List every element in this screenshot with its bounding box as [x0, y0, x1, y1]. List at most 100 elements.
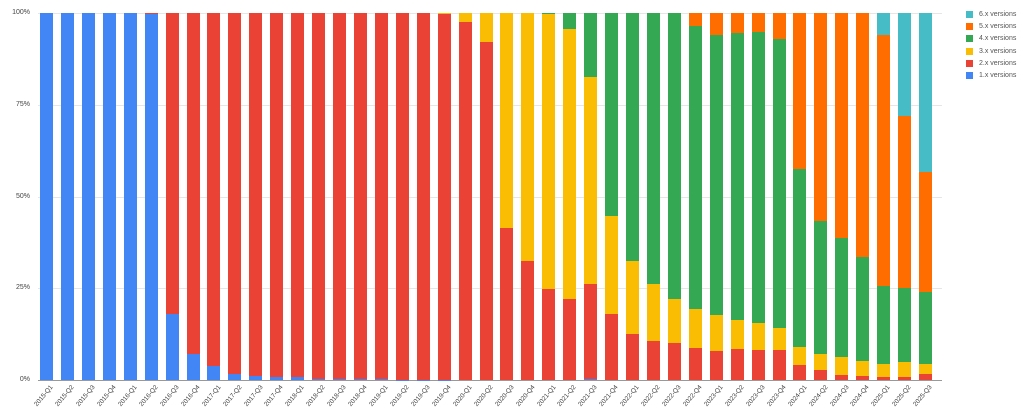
bar-segment[interactable]	[165, 13, 179, 315]
bar-segment[interactable]	[479, 42, 493, 380]
bar-2023-Q4[interactable]	[772, 13, 786, 380]
bar-2017-Q3[interactable]	[249, 13, 263, 380]
bar-segment[interactable]	[814, 354, 828, 371]
bar-2016-Q4[interactable]	[186, 13, 200, 380]
bar-2015-Q1[interactable]	[40, 13, 53, 380]
bar-segment[interactable]	[458, 13, 472, 22]
bar-segment[interactable]	[646, 13, 660, 285]
bar-segment[interactable]	[667, 13, 681, 300]
bar-segment[interactable]	[772, 328, 786, 350]
bar-segment[interactable]	[521, 13, 535, 261]
bar-segment[interactable]	[228, 13, 242, 375]
bar-2015-Q3[interactable]	[81, 13, 95, 380]
bar-segment[interactable]	[835, 238, 849, 358]
legend-item-5x[interactable]: 5.x versions	[966, 20, 1016, 32]
bar-2017-Q1[interactable]	[207, 13, 221, 380]
bar-segment[interactable]	[919, 291, 933, 365]
bar-2025-Q1[interactable]	[877, 13, 891, 380]
bar-segment[interactable]	[186, 353, 200, 380]
bar-segment[interactable]	[416, 13, 430, 380]
bar-segment[interactable]	[312, 378, 326, 380]
bar-segment[interactable]	[626, 260, 640, 335]
bar-segment[interactable]	[500, 227, 514, 380]
bar-segment[interactable]	[709, 34, 723, 316]
bar-segment[interactable]	[584, 13, 598, 78]
bar-segment[interactable]	[186, 13, 200, 354]
bar-2024-Q3[interactable]	[835, 13, 849, 380]
bar-segment[interactable]	[751, 13, 765, 33]
legend-item-1x[interactable]: 1.x versions	[966, 69, 1016, 81]
bar-segment[interactable]	[835, 357, 849, 376]
bar-segment[interactable]	[437, 13, 451, 15]
bar-segment[interactable]	[730, 320, 744, 350]
bar-segment[interactable]	[542, 288, 556, 380]
bar-2021-Q1[interactable]	[542, 13, 556, 380]
bar-segment[interactable]	[333, 13, 347, 379]
bar-segment[interactable]	[249, 13, 263, 377]
bar-2023-Q3[interactable]	[751, 13, 765, 380]
bar-segment[interactable]	[709, 351, 723, 380]
bar-segment[interactable]	[709, 13, 723, 35]
bar-segment[interactable]	[374, 379, 388, 380]
bar-segment[interactable]	[542, 14, 556, 289]
bar-segment[interactable]	[856, 13, 870, 258]
bar-segment[interactable]	[353, 13, 367, 380]
bar-segment[interactable]	[709, 315, 723, 352]
bar-segment[interactable]	[437, 14, 451, 380]
bar-segment[interactable]	[793, 13, 807, 169]
bar-segment[interactable]	[605, 314, 619, 380]
bar-segment[interactable]	[60, 13, 74, 380]
bar-2016-Q1[interactable]	[123, 13, 137, 380]
bar-2018-Q1[interactable]	[291, 13, 305, 380]
bar-2024-Q4[interactable]	[856, 13, 870, 380]
bar-segment[interactable]	[291, 377, 305, 380]
bar-segment[interactable]	[772, 13, 786, 39]
bar-2023-Q1[interactable]	[709, 13, 723, 380]
bar-segment[interactable]	[793, 169, 807, 347]
bar-segment[interactable]	[123, 13, 137, 380]
bar-segment[interactable]	[144, 13, 158, 14]
bar-segment[interactable]	[877, 363, 891, 378]
bar-segment[interactable]	[898, 13, 912, 116]
bar-segment[interactable]	[584, 77, 598, 285]
bar-segment[interactable]	[563, 28, 577, 299]
bar-segment[interactable]	[521, 260, 535, 380]
bar-segment[interactable]	[667, 342, 681, 380]
bar-segment[interactable]	[333, 378, 347, 380]
bar-segment[interactable]	[374, 13, 388, 380]
bar-2025-Q3[interactable]	[919, 13, 933, 380]
bar-segment[interactable]	[793, 346, 807, 366]
bar-2015-Q4[interactable]	[102, 13, 116, 380]
bar-segment[interactable]	[919, 374, 933, 380]
bar-segment[interactable]	[772, 349, 786, 380]
bar-2020-Q2[interactable]	[479, 13, 493, 380]
bar-segment[interactable]	[772, 38, 786, 329]
bar-2019-Q4[interactable]	[437, 13, 451, 380]
bar-segment[interactable]	[856, 376, 870, 380]
bar-segment[interactable]	[228, 374, 242, 380]
legend-item-4x[interactable]: 4.x versions	[966, 33, 1016, 45]
bar-segment[interactable]	[877, 35, 891, 286]
bar-segment[interactable]	[730, 349, 744, 380]
bar-segment[interactable]	[207, 13, 221, 367]
bar-segment[interactable]	[688, 309, 702, 348]
bar-2016-Q3[interactable]	[165, 13, 179, 380]
bar-segment[interactable]	[856, 257, 870, 362]
legend-item-6x[interactable]: 6.x versions	[966, 8, 1016, 20]
bar-segment[interactable]	[814, 370, 828, 380]
bar-segment[interactable]	[207, 366, 221, 380]
bar-segment[interactable]	[919, 364, 933, 375]
bar-segment[interactable]	[165, 314, 179, 380]
bar-2023-Q2[interactable]	[730, 13, 744, 380]
bar-segment[interactable]	[500, 13, 514, 228]
bar-segment[interactable]	[605, 216, 619, 315]
bar-2021-Q4[interactable]	[605, 13, 619, 380]
bar-2019-Q3[interactable]	[416, 13, 430, 380]
bar-segment[interactable]	[563, 13, 577, 29]
bar-segment[interactable]	[898, 376, 912, 380]
bar-segment[interactable]	[144, 13, 158, 380]
bar-2020-Q1[interactable]	[458, 13, 472, 380]
bar-2018-Q4[interactable]	[353, 13, 367, 380]
bar-2024-Q2[interactable]	[814, 13, 828, 380]
bar-segment[interactable]	[584, 284, 598, 380]
